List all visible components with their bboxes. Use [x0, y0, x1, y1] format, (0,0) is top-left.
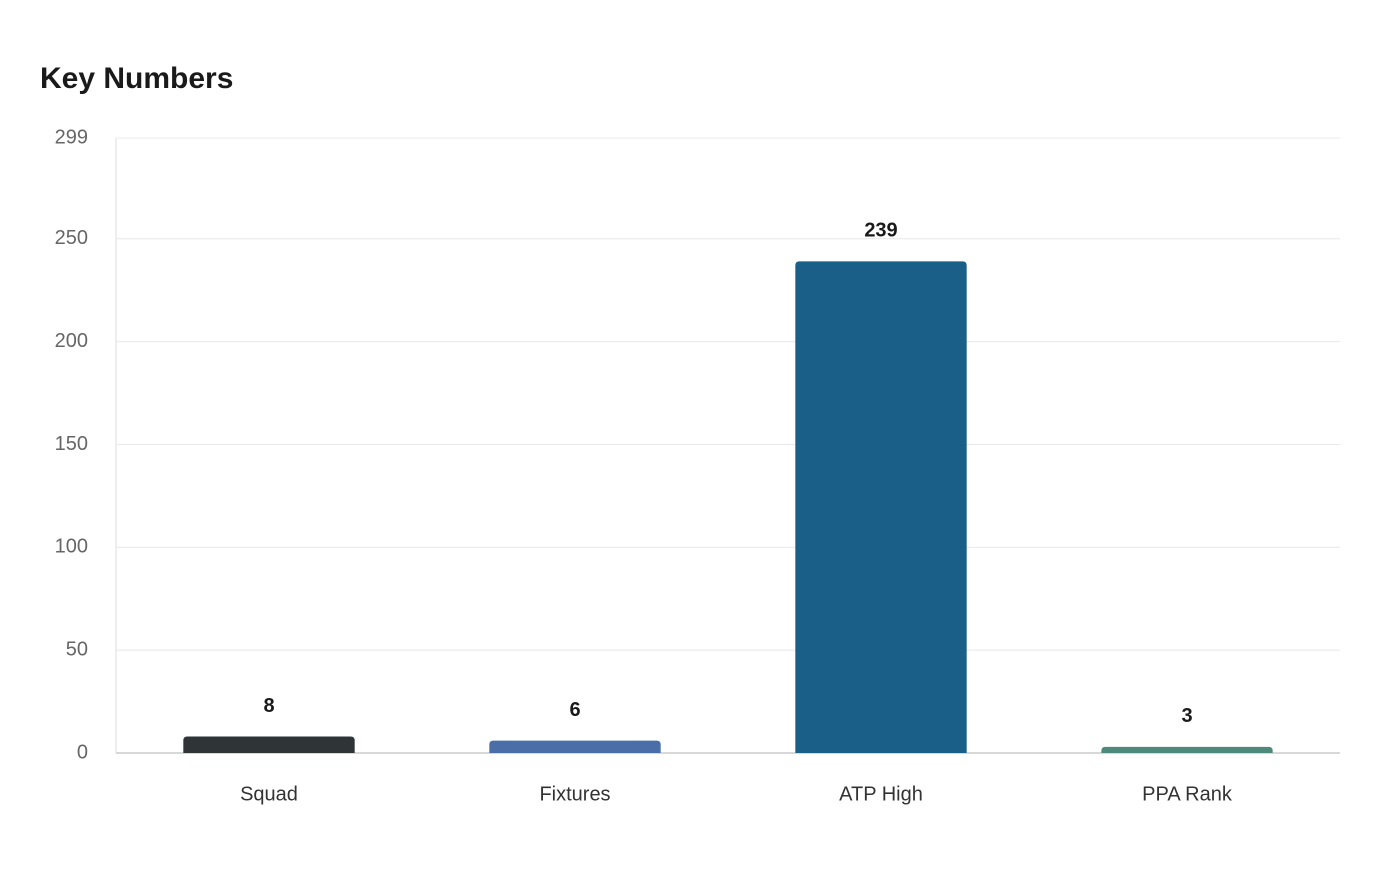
y-tick-label: 150 [55, 433, 88, 455]
bar [795, 261, 967, 753]
bar [183, 736, 355, 753]
bar [1101, 746, 1273, 753]
chart-title: Key Numbers [40, 62, 233, 95]
y-tick-label: 200 [55, 330, 88, 352]
bar [489, 740, 661, 753]
value-label: 8 [263, 695, 274, 717]
x-tick-label: PPA Rank [1142, 783, 1233, 805]
y-tick-label: 100 [55, 536, 88, 558]
x-tick-label: Squad [240, 783, 298, 805]
y-tick-label: 250 [55, 227, 88, 249]
y-tick-label: 0 [77, 741, 88, 763]
y-tick-label: 50 [66, 638, 88, 660]
x-tick-label: ATP High [839, 783, 923, 805]
value-label: 6 [569, 699, 580, 721]
value-label: 239 [864, 220, 897, 242]
y-tick-label: 299 [55, 126, 88, 148]
value-label: 3 [1181, 705, 1192, 727]
x-tick-label: Fixtures [539, 783, 610, 805]
